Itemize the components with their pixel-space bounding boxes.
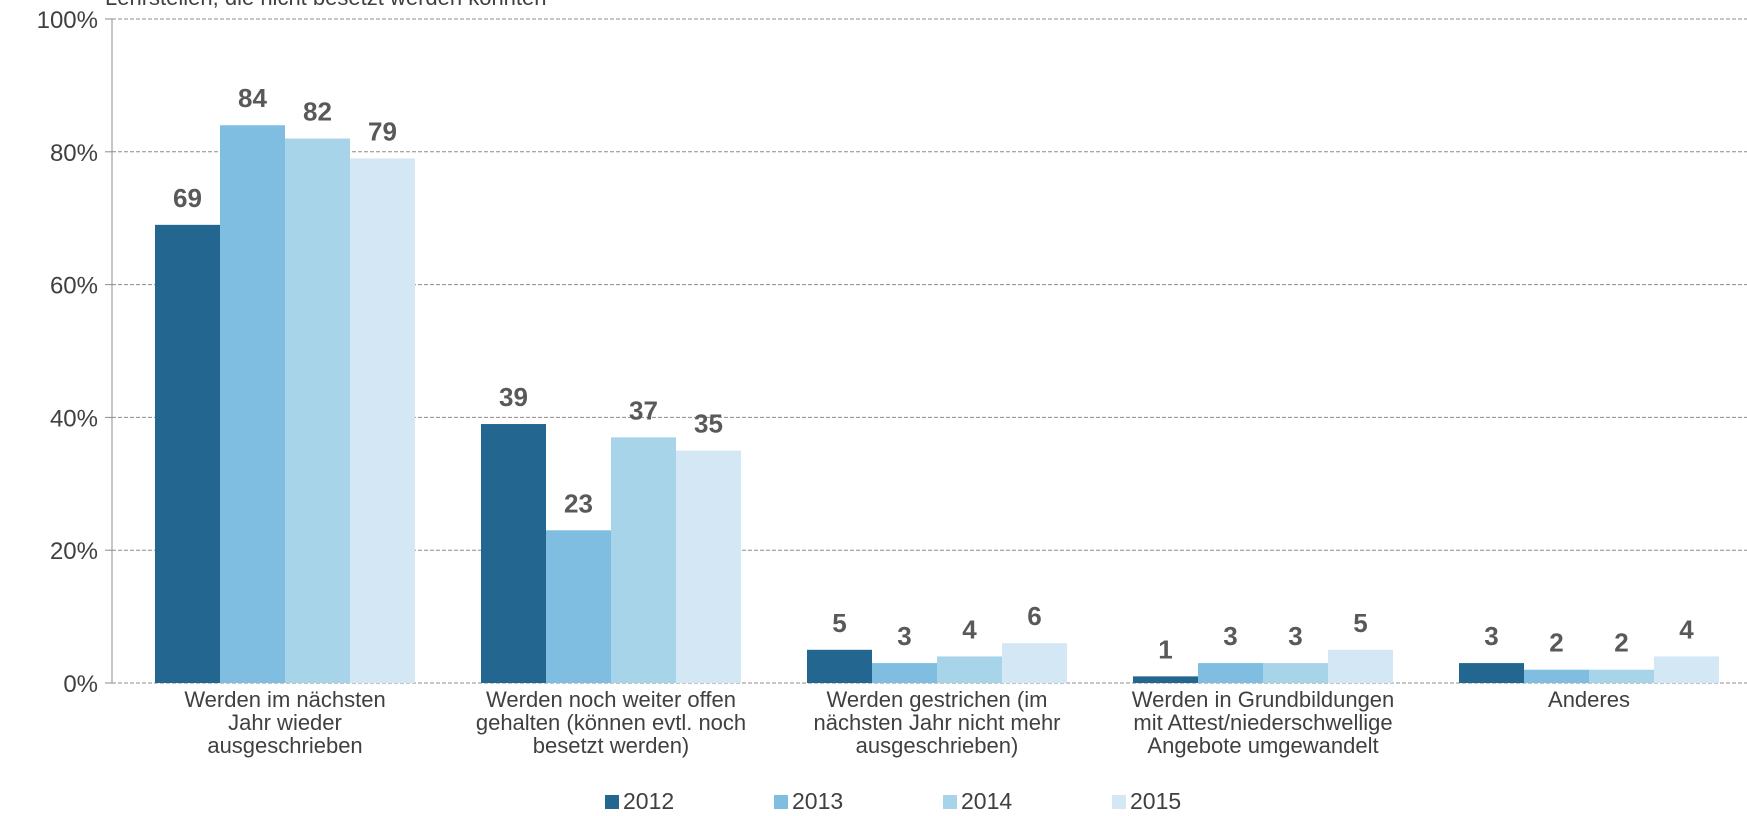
data-label: 4: [1679, 614, 1694, 644]
data-label: 79: [368, 116, 397, 146]
bar-2012-4: [1133, 676, 1198, 683]
legend-label: 2015: [1130, 788, 1182, 814]
bar-2012-3: [807, 649, 872, 683]
category-label-line: Werden im nächsten: [184, 687, 386, 712]
category-label-line: ausgeschrieben: [207, 733, 363, 758]
bar-2013-4: [1198, 663, 1263, 683]
data-label: 39: [499, 382, 528, 412]
legend-item-2014: 2014: [943, 788, 1012, 815]
data-label: 84: [238, 83, 267, 113]
bar-2015-4: [1328, 649, 1393, 683]
category-label-line: Werden noch weiter offen: [486, 687, 736, 712]
data-label: 4: [962, 614, 977, 644]
bar-2015-3: [1002, 643, 1067, 683]
data-label: 37: [629, 395, 658, 425]
category-label: Werden im nächsten Jahr wieder ausgeschrie…: [125, 688, 445, 757]
legend-swatch: [1112, 794, 1126, 809]
legend-swatch: [943, 794, 957, 809]
category-label-line: ausgeschrieben): [855, 733, 1019, 758]
bar-2012-1: [155, 224, 220, 683]
legend: 2012 2013 2014 2015: [0, 788, 1747, 816]
bar-2014-1: [285, 138, 350, 683]
legend-label: 2012: [623, 788, 675, 814]
legend-item-2013: 2013: [774, 788, 843, 815]
y-tick-label: 60%: [50, 273, 98, 300]
legend-item-2012: 2012: [605, 788, 674, 815]
bar-2014-2: [611, 437, 676, 683]
data-label: 23: [564, 488, 593, 518]
bar-2013-2: [546, 530, 611, 683]
bar-2012-5: [1459, 663, 1524, 683]
legend-item-2015: 2015: [1112, 788, 1181, 815]
data-label: 1: [1158, 634, 1172, 664]
data-label: 3: [1223, 621, 1237, 651]
category-label-line: Angebote umgewandelt: [1147, 733, 1379, 758]
bar-2015-5: [1654, 656, 1719, 683]
category-label-line: Werden in Grundbildungen: [1131, 687, 1395, 712]
data-label: 3: [897, 621, 911, 651]
category-label-line: Werden gestrichen (im: [826, 687, 1048, 712]
bar-2013-5: [1524, 669, 1589, 683]
data-label: 2: [1614, 628, 1628, 658]
data-label: 5: [832, 608, 846, 638]
legend-label: 2013: [792, 788, 844, 814]
category-label-line: Anderes: [1548, 687, 1630, 712]
category-label-line: gehalten (können evtl. noch: [475, 710, 747, 735]
chart-title: Lehrstellen, die nicht besetzt werden ko…: [105, 0, 547, 11]
bar-2013-1: [220, 125, 285, 684]
data-label: 82: [303, 97, 332, 127]
bar-2014-3: [937, 656, 1002, 683]
category-label-line: besetzt werden): [532, 733, 690, 758]
y-tick-label: 20%: [50, 538, 98, 565]
data-label: 69: [173, 183, 202, 213]
legend-label: 2014: [961, 788, 1013, 814]
bar-2015-2: [676, 450, 741, 683]
category-label-line: mit Attest/niederschwellige: [1133, 710, 1393, 735]
bar-2013-3: [872, 663, 937, 683]
category-label: Werden gestrichen (im nächsten Jahr nicht…: [777, 688, 1097, 757]
data-label: 3: [1288, 621, 1302, 651]
legend-swatch: [605, 794, 619, 809]
legend-swatch: [774, 794, 788, 809]
category-label-line: Jahr wieder: [228, 710, 342, 735]
y-tick-label: 0%: [63, 671, 98, 698]
y-tick-label: 40%: [50, 405, 98, 432]
bar-2014-4: [1263, 663, 1328, 683]
bar-2012-2: [481, 424, 546, 683]
bar-2015-1: [350, 158, 415, 683]
category-label: Werden noch weiter offen gehalten (können…: [451, 688, 771, 757]
data-label: 5: [1353, 608, 1367, 638]
category-label-line: nächsten Jahr nicht mehr: [813, 710, 1061, 735]
category-label: Werden in Grundbildungen mit Attest/niede…: [1103, 688, 1423, 757]
y-tick-label: 80%: [50, 140, 98, 167]
bar-2014-5: [1589, 669, 1654, 683]
data-label: 2: [1549, 628, 1563, 658]
y-tick-label: 100%: [37, 7, 98, 34]
data-label: 35: [694, 409, 723, 439]
data-label: 3: [1484, 621, 1498, 651]
data-label: 6: [1027, 601, 1041, 631]
category-label: Anderes: [1429, 688, 1747, 711]
